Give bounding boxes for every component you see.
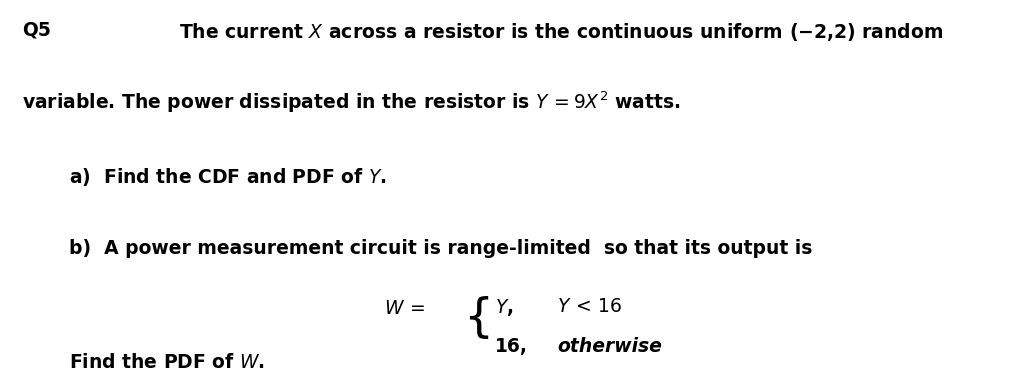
Text: $\mathit{W}\,=\,$: $\mathit{W}\,=\,$ xyxy=(384,299,425,318)
Text: Find the PDF of $\mathit{W}$.: Find the PDF of $\mathit{W}$. xyxy=(69,353,266,373)
Text: 16,: 16, xyxy=(495,337,527,356)
Text: {: { xyxy=(463,296,494,341)
Text: otherwise: otherwise xyxy=(557,337,662,356)
Text: variable. The power dissipated in the resistor is $\mathit{Y}\,=9\mathit{X}^{2}$: variable. The power dissipated in the re… xyxy=(22,90,682,115)
Text: a)  Find the CDF and PDF of $\mathit{Y}$.: a) Find the CDF and PDF of $\mathit{Y}$. xyxy=(69,166,387,188)
Text: Q5: Q5 xyxy=(22,21,51,40)
Text: $\mathit{Y}\,<\,16$: $\mathit{Y}\,<\,16$ xyxy=(557,297,622,316)
Text: b)  A power measurement circuit is range-limited  so that its output is: b) A power measurement circuit is range-… xyxy=(69,239,812,258)
Text: $\mathit{Y}$,: $\mathit{Y}$, xyxy=(495,297,513,318)
Text: The current $\mathit{X}$ across a resistor is the continuous uniform (−2,2) rand: The current $\mathit{X}$ across a resist… xyxy=(179,21,943,43)
